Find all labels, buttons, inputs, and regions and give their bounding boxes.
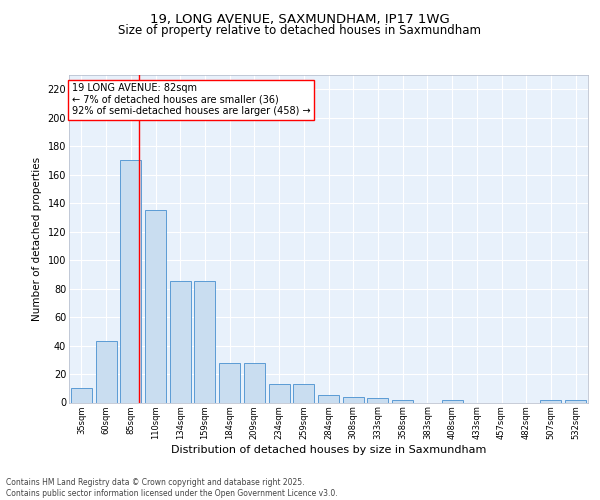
Bar — [318, 396, 339, 402]
Text: Size of property relative to detached houses in Saxmundham: Size of property relative to detached ho… — [119, 24, 482, 37]
Bar — [244, 362, 265, 403]
X-axis label: Distribution of detached houses by size in Saxmundham: Distribution of detached houses by size … — [171, 445, 486, 455]
Text: Contains HM Land Registry data © Crown copyright and database right 2025.
Contai: Contains HM Land Registry data © Crown c… — [6, 478, 338, 498]
Bar — [392, 400, 413, 402]
Bar — [367, 398, 388, 402]
Bar — [293, 384, 314, 402]
Text: 19 LONG AVENUE: 82sqm
← 7% of detached houses are smaller (36)
92% of semi-detac: 19 LONG AVENUE: 82sqm ← 7% of detached h… — [71, 83, 310, 116]
Text: 19, LONG AVENUE, SAXMUNDHAM, IP17 1WG: 19, LONG AVENUE, SAXMUNDHAM, IP17 1WG — [150, 12, 450, 26]
Bar — [95, 342, 116, 402]
Bar — [120, 160, 141, 402]
Bar — [145, 210, 166, 402]
Bar — [170, 282, 191, 403]
Bar — [219, 362, 240, 403]
Y-axis label: Number of detached properties: Number of detached properties — [32, 156, 42, 321]
Bar — [442, 400, 463, 402]
Bar — [541, 400, 562, 402]
Bar — [565, 400, 586, 402]
Bar — [194, 282, 215, 403]
Bar — [343, 397, 364, 402]
Bar — [71, 388, 92, 402]
Bar — [269, 384, 290, 402]
